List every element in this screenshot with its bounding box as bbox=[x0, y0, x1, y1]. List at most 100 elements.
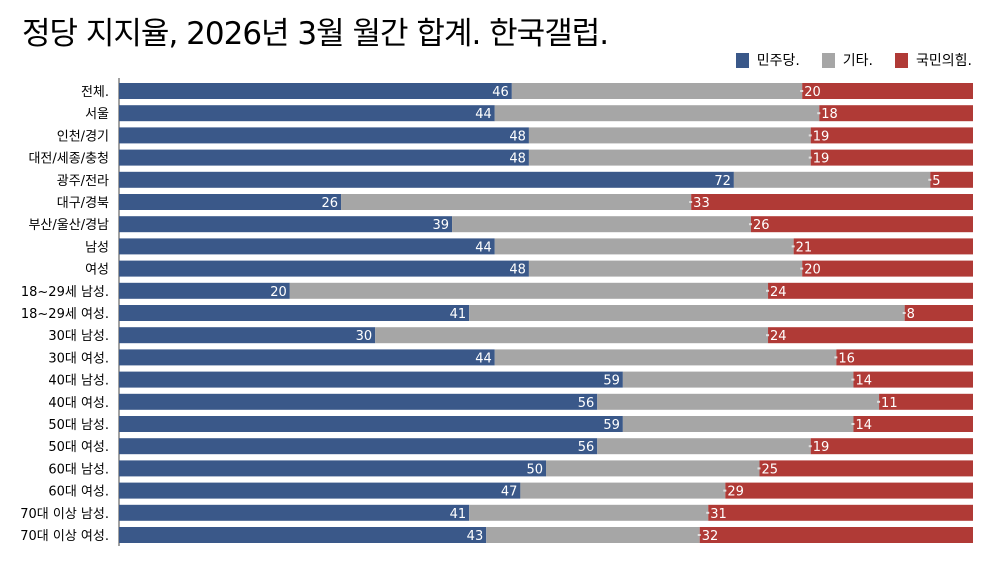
bar-segment bbox=[469, 305, 905, 321]
label-marker bbox=[723, 489, 727, 492]
category-label: 여성 bbox=[85, 263, 109, 278]
bar-segment bbox=[733, 171, 931, 188]
category-label: 30대 여성. bbox=[48, 351, 109, 366]
legend-swatch bbox=[895, 52, 909, 68]
data-label: 47 bbox=[501, 485, 518, 500]
bar-segment bbox=[494, 238, 794, 255]
data-label: 72 bbox=[714, 174, 731, 189]
label-marker bbox=[706, 511, 710, 514]
label-marker bbox=[766, 334, 770, 337]
data-label: 50 bbox=[526, 462, 543, 477]
bar-segment bbox=[708, 504, 973, 521]
data-label: 19 bbox=[813, 440, 830, 455]
bar-segment bbox=[904, 305, 973, 321]
bar-segment bbox=[528, 149, 811, 166]
data-label: 11 bbox=[881, 396, 898, 411]
label-marker bbox=[697, 534, 701, 536]
category-label: 인천/경기 bbox=[57, 129, 109, 144]
data-label: 16 bbox=[838, 351, 855, 366]
label-marker bbox=[808, 134, 812, 137]
label-marker bbox=[791, 245, 795, 248]
data-label: 20 bbox=[804, 85, 821, 100]
data-label: 25 bbox=[762, 462, 779, 477]
bar-segment bbox=[819, 105, 973, 122]
bar-segment bbox=[119, 83, 512, 99]
bar-segment bbox=[119, 282, 290, 299]
category-label: 70대 이상 남성. bbox=[20, 507, 109, 522]
data-label: 8 bbox=[907, 307, 915, 322]
bar-segment bbox=[119, 438, 598, 455]
data-label: 19 bbox=[813, 129, 830, 144]
legend-item: 기타. bbox=[821, 50, 874, 70]
label-marker bbox=[928, 178, 932, 181]
data-label: 41 bbox=[450, 507, 467, 522]
data-label: 56 bbox=[578, 440, 595, 455]
bar-segment bbox=[119, 149, 529, 166]
label-marker bbox=[851, 378, 855, 381]
bar-segment bbox=[494, 105, 820, 122]
data-label: 32 bbox=[702, 529, 719, 544]
bar-segment bbox=[289, 282, 769, 299]
bar-segment bbox=[119, 504, 470, 521]
legend-label: 기타. bbox=[842, 53, 874, 69]
bar-segment bbox=[119, 327, 376, 344]
bar-segment bbox=[119, 260, 529, 277]
data-label: 20 bbox=[804, 263, 821, 278]
data-label: 41 bbox=[450, 307, 467, 322]
data-label: 59 bbox=[603, 374, 620, 389]
data-label: 18 bbox=[821, 107, 838, 122]
bar-segment bbox=[802, 260, 973, 277]
category-label: 40대 남성. bbox=[48, 374, 109, 389]
bar-segment bbox=[768, 327, 973, 344]
category-label: 18~29세 남성. bbox=[21, 285, 109, 300]
data-label: 24 bbox=[770, 285, 787, 300]
bar-segment bbox=[119, 371, 623, 388]
category-label: 서울 bbox=[85, 107, 109, 122]
category-label: 광주/전라 bbox=[57, 174, 109, 189]
label-marker bbox=[808, 445, 812, 448]
bar-segment bbox=[810, 149, 973, 166]
bar-segment bbox=[341, 194, 692, 210]
data-label: 5 bbox=[932, 174, 940, 189]
category-label: 남성 bbox=[85, 240, 109, 255]
bar-segment bbox=[452, 216, 751, 233]
bar-segment bbox=[836, 349, 973, 366]
bar-segment bbox=[119, 482, 521, 499]
label-marker bbox=[834, 356, 838, 359]
bar-segment bbox=[725, 482, 973, 499]
category-label: 대전/세종/충청 bbox=[28, 152, 109, 167]
legend: 민주당. 기타. 국민의힘. bbox=[735, 50, 972, 70]
category-label: 전체. bbox=[81, 85, 109, 100]
data-label: 33 bbox=[693, 196, 710, 211]
label-marker bbox=[902, 312, 906, 314]
label-marker bbox=[800, 90, 804, 92]
bar-segment bbox=[119, 349, 495, 366]
bar-segment bbox=[750, 216, 973, 233]
bar-segment bbox=[528, 260, 803, 277]
label-marker bbox=[808, 156, 812, 159]
data-label: 48 bbox=[509, 263, 526, 278]
bar-segment bbox=[119, 305, 470, 321]
data-label: 39 bbox=[433, 218, 450, 233]
bar-segment bbox=[119, 171, 734, 188]
data-label: 44 bbox=[475, 107, 492, 122]
label-marker bbox=[689, 201, 693, 203]
bar-segment bbox=[119, 393, 598, 410]
bar-segment bbox=[119, 460, 546, 477]
data-label: 24 bbox=[770, 329, 787, 344]
data-label: 14 bbox=[855, 418, 872, 433]
data-label: 44 bbox=[475, 240, 492, 255]
legend-label: 국민의힘. bbox=[916, 53, 972, 69]
category-label: 50대 여성. bbox=[48, 440, 109, 455]
category-label: 대구/경북 bbox=[57, 196, 109, 211]
data-label: 46 bbox=[492, 85, 509, 100]
bar-segment bbox=[597, 438, 811, 455]
chart-title: 정당 지지율, 2026년 3월 월간 합계. 한국갤럽. bbox=[22, 16, 609, 52]
bar-segment bbox=[520, 482, 726, 499]
legend-label: 민주당. bbox=[756, 53, 800, 69]
data-label: 44 bbox=[475, 351, 492, 366]
data-label: 19 bbox=[813, 152, 830, 167]
legend-item: 국민의힘. bbox=[895, 50, 972, 70]
bar-segment bbox=[691, 194, 973, 210]
data-label: 56 bbox=[578, 396, 595, 411]
